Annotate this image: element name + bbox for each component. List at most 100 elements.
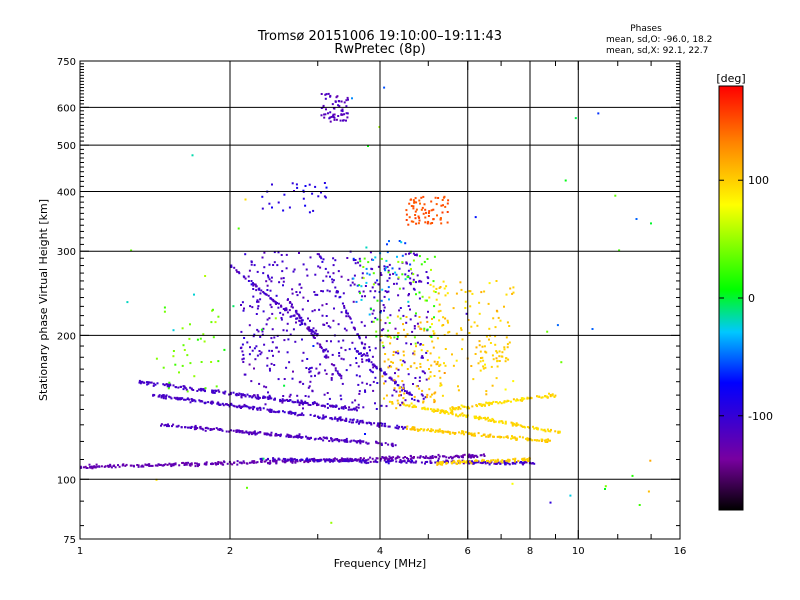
echo-point <box>533 439 536 442</box>
echo-point <box>495 280 498 282</box>
echo-point <box>515 437 518 440</box>
echo-point <box>305 367 308 369</box>
echo-point <box>533 462 536 465</box>
echo-point <box>235 431 238 433</box>
echo-point <box>244 395 247 398</box>
echo-point <box>152 382 155 385</box>
echo-point <box>364 295 366 298</box>
echo-point <box>506 399 509 402</box>
echo-point <box>349 418 352 421</box>
echo-point <box>432 346 435 349</box>
echo-point <box>238 431 241 434</box>
echo-point <box>363 346 366 349</box>
echo-point <box>100 465 103 468</box>
echo-point <box>310 332 313 335</box>
echo-point <box>410 343 412 346</box>
echo-point <box>474 434 476 437</box>
echo-point <box>430 200 433 203</box>
echo-point <box>417 429 420 432</box>
echo-point <box>336 95 339 98</box>
echo-point <box>296 460 299 463</box>
echo-point <box>356 420 359 423</box>
echo-point <box>345 119 347 122</box>
echo-point <box>358 335 360 338</box>
echo-point <box>267 461 270 464</box>
echo-point <box>242 361 245 363</box>
echo-point <box>241 358 244 361</box>
echo-point <box>302 414 305 417</box>
echo-point <box>508 463 511 466</box>
echo-point <box>212 390 215 393</box>
echo-point <box>432 290 435 293</box>
echo-point <box>263 343 266 346</box>
echo-point <box>288 361 291 364</box>
echo-point <box>401 364 403 367</box>
echo-point <box>342 407 345 410</box>
echo-point <box>349 364 352 367</box>
echo-point <box>477 362 480 365</box>
echo-point <box>320 257 323 260</box>
echo-point <box>331 460 334 463</box>
echo-point <box>257 288 260 291</box>
echo-point <box>325 315 328 317</box>
echo-point <box>451 462 454 465</box>
echo-point <box>340 439 343 442</box>
echo-point <box>276 334 279 337</box>
echo-point <box>428 457 431 460</box>
echo-point <box>347 98 349 101</box>
echo-point <box>343 327 346 330</box>
echo-point <box>418 380 421 382</box>
echo-point <box>391 401 394 403</box>
echo-point <box>246 405 249 408</box>
echo-point <box>649 459 652 462</box>
echo-point <box>280 304 282 307</box>
echo-point <box>320 290 323 292</box>
echo-point <box>327 458 330 461</box>
echo-point <box>415 367 418 370</box>
echo-point <box>537 395 540 398</box>
echo-point <box>345 417 348 420</box>
echo-point <box>370 370 373 373</box>
echo-point <box>327 92 330 95</box>
echo-point <box>501 422 504 424</box>
echo-point <box>138 381 141 384</box>
echo-point <box>347 315 350 318</box>
echo-point <box>232 391 235 394</box>
echo-point <box>398 425 401 428</box>
echo-point <box>338 407 340 410</box>
echo-point <box>285 329 288 332</box>
echo-point <box>402 397 405 400</box>
echo-point <box>434 455 437 458</box>
echo-point <box>484 418 487 421</box>
echo-point <box>383 265 386 268</box>
echo-point <box>414 254 417 256</box>
echo-point <box>354 262 357 265</box>
echo-point <box>364 459 367 462</box>
echo-point <box>253 432 255 435</box>
echo-point <box>207 427 210 430</box>
echo-point <box>429 460 432 463</box>
echo-point <box>366 272 369 275</box>
echo-point <box>481 345 484 348</box>
echo-point <box>340 459 343 461</box>
echo-point <box>167 423 169 426</box>
echo-point <box>419 362 422 365</box>
echo-point <box>270 276 273 279</box>
echo-point <box>412 461 415 464</box>
echo-point <box>363 324 366 327</box>
echo-point <box>296 294 299 297</box>
echo-point <box>277 378 280 381</box>
echo-point <box>505 336 508 339</box>
echo-point <box>547 430 550 433</box>
echo-point <box>433 305 436 308</box>
echo-point <box>202 388 205 391</box>
echo-point <box>560 361 563 364</box>
echo-point <box>614 194 617 197</box>
echo-point <box>485 401 488 404</box>
echo-point <box>482 367 485 370</box>
echo-point <box>418 316 421 318</box>
echo-point <box>354 259 357 261</box>
echo-point <box>331 418 334 421</box>
echo-point <box>193 428 196 431</box>
echo-point <box>164 397 167 400</box>
